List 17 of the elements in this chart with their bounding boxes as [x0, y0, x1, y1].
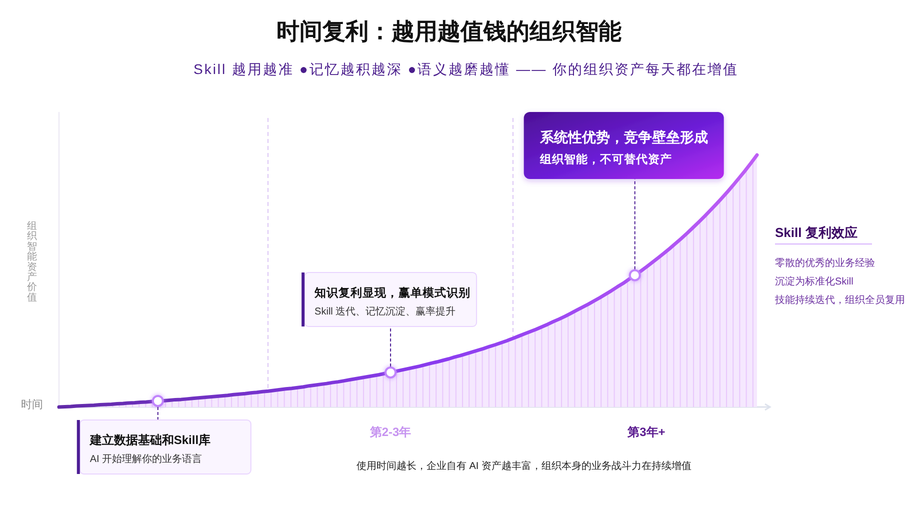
annotation: 沉淀为标准化Skill [775, 276, 854, 288]
annotation: 建立数据基础和Skill库 [90, 433, 211, 447]
subtitle: Skill 越用越准 ●记忆越积越深 ●语义越磨越懂 —— 你的组织资产每天都在增值 [193, 61, 739, 77]
annotation: Skill 复利效应 [775, 225, 858, 240]
caption: 使用时间越长，企业自有 AI 资产越丰富，组织本身的业务战斗力在持续增值 [356, 461, 692, 472]
x-tick-label: 第2-3年 [370, 425, 412, 439]
annotation: 零散的优秀的业务经验 [775, 258, 875, 269]
x-label: 时间 [21, 399, 43, 411]
annotation: Skill 迭代、记忆沉淀、赢率提升 [314, 306, 456, 318]
x-tick-label: 第3年+ [628, 425, 666, 439]
title: 时间复利：越用越值钱的组织智能 [276, 18, 622, 44]
annotation: 技能持续迭代，组织全员复用 [775, 295, 905, 306]
annotation: 组织智能，不可替代资产 [540, 154, 672, 166]
annotation: 系统性优势，竞争壁垒形成 [540, 129, 708, 145]
annotation: 知识复利显现，赢单模式识别 [314, 287, 471, 300]
annotation: AI 开始理解你的业务语言 [90, 454, 202, 465]
y-label: 组织智能资产价值 [27, 221, 37, 304]
